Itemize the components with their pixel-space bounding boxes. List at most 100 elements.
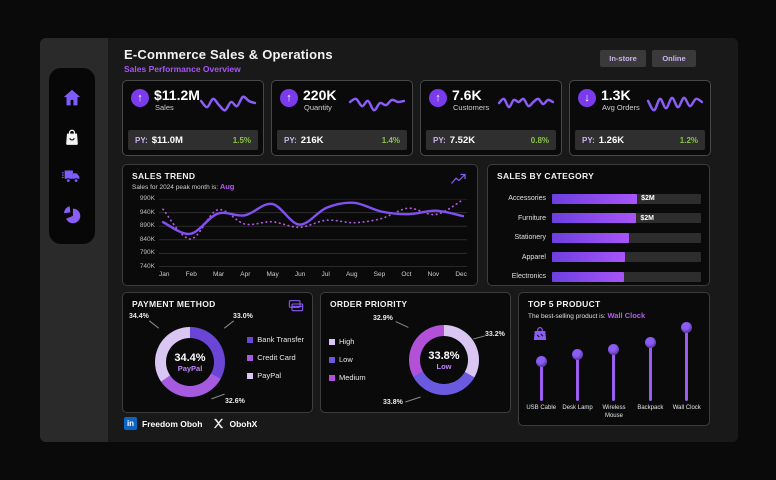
- product-label: Wall Clock: [672, 405, 701, 411]
- up-arrow-icon: ↑: [429, 89, 447, 107]
- lollipop-stem: [612, 353, 616, 401]
- sparkline-chart: [348, 97, 406, 112]
- bar-value-label: $2M: [640, 214, 654, 222]
- py-value: 1.26K: [598, 134, 625, 146]
- py-key: PY:: [284, 135, 297, 145]
- legend-item[interactable]: Low: [329, 355, 366, 364]
- kpi-label: Avg Orders: [602, 103, 640, 112]
- lollipop-item: USB Cable: [523, 356, 559, 419]
- donut-center-category: Low: [436, 361, 452, 371]
- product-label: Backpack: [637, 405, 664, 411]
- lollipop-dot: [535, 356, 547, 367]
- linkedin-handle[interactable]: Freedom Oboh: [142, 418, 203, 429]
- y-axis-tick: 940K: [139, 209, 155, 216]
- page-subtitle: Sales Performance Overview: [124, 64, 241, 74]
- kpi-value: 1.3K: [601, 87, 631, 103]
- delivery-truck-icon[interactable]: [60, 164, 84, 188]
- donut-chart: [409, 325, 479, 395]
- kpi-value: 220K: [303, 87, 337, 103]
- online-filter-button[interactable]: Online: [652, 50, 696, 67]
- bar-row: Apparel: [496, 248, 701, 268]
- legend-swatch: [247, 354, 254, 361]
- x-axis-tick: Dec: [455, 271, 467, 278]
- lollipop-item: Desk Lamp: [560, 349, 596, 419]
- dashboard-frame: E-Commerce Sales & Operations Sales Perf…: [40, 38, 738, 442]
- linkedin-icon[interactable]: in: [124, 417, 137, 430]
- sparkline-chart: [199, 95, 257, 112]
- kpi-card-customers: ↑ 7.6K Customers PY: 7.52K 0.8%: [420, 80, 562, 156]
- footer: in Freedom Oboh ObohX: [124, 417, 257, 430]
- donut-center-value: 34.4%: [174, 351, 206, 364]
- py-key: PY:: [433, 135, 446, 145]
- bar-track: $2M: [552, 193, 701, 204]
- donut-callout: 33.0%: [233, 313, 253, 320]
- lollipop-dot: [608, 344, 620, 355]
- legend-label: Medium: [339, 373, 366, 382]
- bar-row: Furniture $2M: [496, 209, 701, 229]
- x-axis-tick: May: [266, 271, 279, 278]
- y-axis-tick: 890K: [139, 222, 155, 229]
- bar-track: [552, 252, 701, 263]
- x-axis-tick: Feb: [185, 271, 197, 278]
- legend-label: Low: [339, 355, 353, 364]
- py-key: PY:: [582, 135, 595, 145]
- legend-item[interactable]: Medium: [329, 373, 366, 382]
- payment-cards-icon: [288, 300, 304, 312]
- x-icon[interactable]: [213, 418, 224, 429]
- report-canvas: E-Commerce Sales & Operations Sales Perf…: [108, 38, 738, 442]
- donut-callout: 34.4%: [129, 313, 149, 320]
- product-bag-icon: [533, 327, 547, 340]
- panel-title: PAYMENT METHOD: [132, 299, 216, 309]
- category-label: Apparel: [521, 253, 546, 261]
- legend-label: Bank Transfer: [257, 335, 304, 344]
- legend-item[interactable]: High: [329, 337, 366, 346]
- down-arrow-icon: ↓: [578, 89, 596, 107]
- bar-track: [552, 271, 701, 282]
- product-label: Wireless Mouse: [602, 405, 626, 419]
- donut-callout: 33.2%: [485, 331, 505, 338]
- bar-fill: [552, 193, 638, 204]
- bar-fill: [552, 232, 630, 243]
- x-axis-tick: Nov: [427, 271, 440, 278]
- y-axis-tick: 840K: [139, 236, 155, 243]
- donut-callout: 33.8%: [383, 399, 403, 406]
- home-icon[interactable]: [60, 86, 84, 110]
- legend-item[interactable]: Credit Card: [247, 353, 304, 362]
- donut-center-value: 33.8%: [428, 349, 460, 362]
- pie-chart-icon[interactable]: [60, 203, 84, 227]
- donut-center-label: 34.4% PayPal: [155, 327, 225, 397]
- x-handle[interactable]: ObohX: [229, 418, 258, 429]
- shopping-bag-icon[interactable]: [60, 125, 84, 149]
- lollipop-dot: [644, 337, 656, 348]
- kpi-value: $11.2M: [154, 87, 200, 103]
- prior-year-strip: PY: 216K 1.4%: [277, 130, 407, 150]
- product-label: USB Cable: [526, 405, 557, 411]
- x-axis-tick: Jul: [321, 271, 330, 278]
- panel-title: SALES BY CATEGORY: [497, 171, 595, 181]
- legend: High Low Medium: [329, 337, 366, 382]
- x-axis-tick: Apr: [240, 271, 251, 278]
- legend-swatch: [247, 336, 254, 343]
- x-axis: Jan Feb Mar Apr May Jun Jul Aug Sep Oct …: [159, 271, 467, 278]
- panel-title: SALES TREND: [132, 171, 196, 181]
- peak-month-value: Aug: [219, 182, 235, 191]
- trend-subtitle-text: Sales for 2024 peak month is:: [132, 184, 218, 191]
- sparkline-chart: [497, 97, 555, 109]
- lollipop-stem: [648, 346, 652, 401]
- legend-item[interactable]: Bank Transfer: [247, 335, 304, 344]
- donut-chart: [155, 327, 225, 397]
- x-axis-tick: Sep: [373, 271, 386, 278]
- legend-item[interactable]: PayPal: [247, 371, 304, 380]
- legend-label: High: [339, 337, 355, 346]
- bar-fill: [552, 271, 624, 282]
- top5-product-panel: TOP 5 PRODUCT The best-selling product i…: [518, 292, 710, 426]
- page-title: E-Commerce Sales & Operations: [124, 47, 333, 62]
- x-axis-tick: Mar: [212, 271, 225, 278]
- donut-center-category: PayPal: [177, 363, 203, 373]
- bar-fill: [552, 252, 626, 263]
- instore-filter-button[interactable]: In-store: [600, 50, 646, 67]
- top5-subtitle-text: The best-selling product is:: [528, 313, 606, 320]
- line-chart: [159, 199, 467, 267]
- lollipop-item: Wall Clock: [669, 322, 705, 419]
- up-arrow-icon: ↑: [131, 89, 149, 107]
